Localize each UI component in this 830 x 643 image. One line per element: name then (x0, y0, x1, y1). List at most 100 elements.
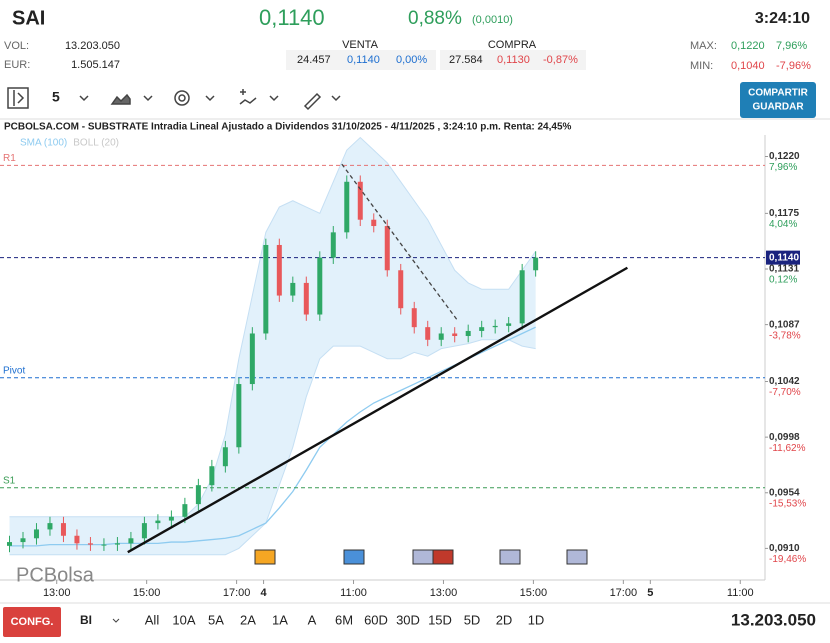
settings-icon[interactable] (174, 90, 190, 106)
candle-body (101, 544, 107, 546)
share-button[interactable] (740, 82, 816, 118)
dropdown-arrow[interactable] (331, 95, 341, 102)
candle-body (519, 270, 525, 324)
x-tick-label: 5 (647, 587, 653, 599)
range-button[interactable]: 5A (208, 612, 224, 627)
footer-volume: 13.203.050 (731, 610, 816, 629)
range-button[interactable]: 2D (496, 612, 513, 627)
y-tick-pct: -3,78% (769, 330, 801, 341)
candle-body (155, 520, 161, 524)
range-button[interactable]: 1A (272, 612, 288, 627)
x-tick-label: 13:00 (43, 587, 71, 599)
bollinger-band (9, 137, 536, 555)
y-tick-pct: 7,96% (769, 162, 797, 173)
flag[interactable] (432, 549, 454, 565)
compra-title: COMPRA (488, 39, 537, 51)
trendline (127, 266, 628, 554)
candle-body (303, 282, 309, 315)
venta-price: 0,1140 (347, 54, 380, 66)
venta-qty: 24.457 (297, 54, 331, 66)
range-button[interactable]: 2A (240, 612, 256, 627)
config-button[interactable] (3, 607, 61, 637)
change-abs: (0,0010) (472, 14, 513, 26)
config-text: CONFG. (11, 616, 54, 628)
range-button[interactable]: 6M (335, 612, 353, 627)
candle-body (60, 523, 66, 536)
y-tick-label: 0,0954 (769, 487, 800, 498)
dropdown-arrow[interactable] (79, 95, 89, 102)
flag[interactable] (412, 549, 434, 565)
dropdown-arrow[interactable] (112, 618, 120, 623)
y-tick-label: 0,0998 (769, 432, 800, 443)
range-button[interactable]: 60D (364, 612, 388, 627)
flag[interactable] (254, 549, 276, 565)
candle-body (330, 232, 336, 258)
vol: 13.203.050 (65, 40, 120, 52)
y-tick-label: 0,1131 (769, 264, 799, 275)
time: 3:24:10 (755, 10, 810, 27)
flag[interactable] (566, 549, 588, 565)
plot: R1 Pivot S1 (0, 136, 765, 556)
indicator-legend: SMA (100) (20, 138, 67, 149)
candle-body (506, 323, 512, 326)
range-button[interactable]: All (145, 612, 160, 627)
dropdown-arrow[interactable] (205, 95, 215, 102)
candle-body (168, 516, 174, 521)
candle-body (114, 543, 120, 545)
draw-icon[interactable] (303, 92, 322, 111)
dropdown-arrow[interactable] (269, 95, 279, 102)
candle-body (384, 226, 390, 271)
min-label: MIN: (690, 60, 713, 72)
compra-box (440, 50, 586, 70)
settings-icon-core (178, 94, 186, 102)
toggle-panel[interactable] (7, 87, 29, 109)
range-button[interactable]: 10A (172, 612, 195, 627)
interval[interactable]: 5 (52, 89, 60, 105)
eur: 1.505.147 (71, 59, 120, 71)
y-tick-pct: -15,53% (769, 498, 806, 509)
event-flags (254, 549, 588, 565)
indicator-icon[interactable] (239, 89, 257, 105)
mode[interactable]: BI (80, 613, 92, 627)
change-pct: 0,88% (408, 8, 462, 29)
save-text: GUARDAR (752, 102, 804, 113)
range-button[interactable]: 1D (528, 612, 545, 627)
last-price-label: 0,1140 (769, 252, 799, 263)
candle-body (33, 529, 39, 539)
flag[interactable] (499, 549, 521, 565)
x-tick-label: 11:00 (727, 587, 754, 599)
candle-body (20, 538, 26, 543)
candle-body (411, 308, 417, 328)
x-tick-label: 17:00 (610, 587, 638, 599)
range-button[interactable]: A (308, 612, 317, 627)
indicator-legend: BOLL (20) (73, 138, 119, 149)
candle-body (425, 327, 431, 340)
x-tick-label: 15:00 (133, 587, 161, 599)
panel-icon (13, 90, 25, 106)
flag[interactable] (343, 549, 365, 565)
chart-type-icon[interactable] (110, 93, 131, 105)
candle-body (236, 384, 242, 448)
range-button[interactable]: 15D (428, 612, 452, 627)
y-tick-label: 0,1042 (769, 376, 800, 387)
x-tick-label: 15:00 (520, 587, 548, 599)
y-tick-pct: 4,04% (769, 219, 797, 230)
trendline (341, 163, 459, 322)
range-button[interactable]: 5D (464, 612, 481, 627)
vol-label: VOL: (4, 40, 29, 52)
candle-body (317, 257, 323, 315)
dropdown-arrow[interactable] (143, 95, 153, 102)
compra-price: 0,1130 (497, 54, 530, 66)
sma-line (9, 326, 536, 547)
candle-body (249, 333, 255, 385)
bollinger-line (9, 339, 536, 556)
max-label: MAX: (690, 40, 717, 52)
candle-body (141, 523, 147, 539)
candle-body (438, 333, 444, 340)
range-button[interactable]: 30D (396, 612, 420, 627)
candle-body (209, 466, 215, 486)
candle-body (357, 181, 363, 220)
y-tick-pct: -7,70% (769, 387, 801, 398)
candle-body (74, 535, 80, 544)
